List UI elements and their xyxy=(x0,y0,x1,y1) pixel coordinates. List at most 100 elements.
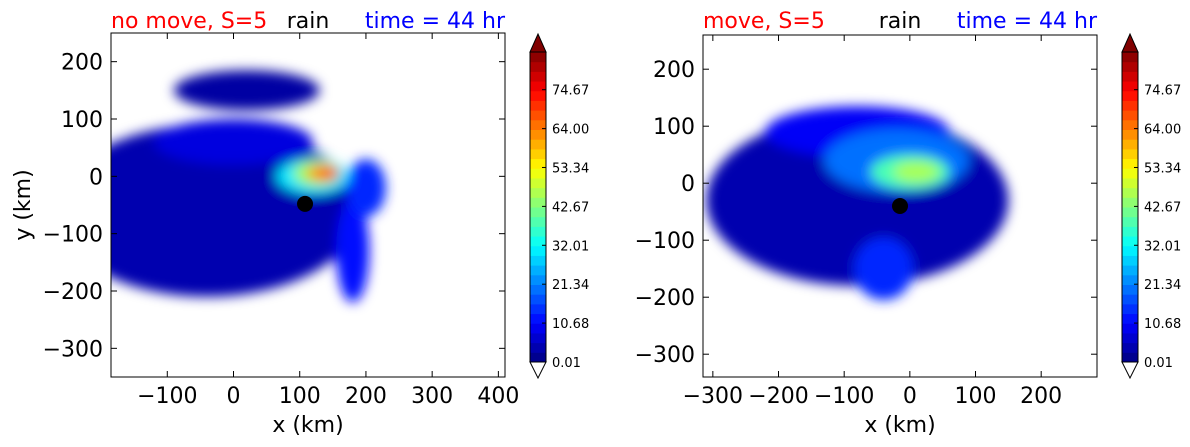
colorbar-segment xyxy=(1122,139,1138,150)
panel-2-xlabel: x (km) xyxy=(864,413,935,438)
colorbar-frame xyxy=(529,51,547,363)
colorbar-segment xyxy=(1122,323,1138,334)
y-tick-label: 200 xyxy=(61,51,103,76)
colorbar-tick-label: 74.67 xyxy=(552,84,589,99)
colorbar-segment xyxy=(530,294,546,305)
x-tick-label: 0 xyxy=(227,384,241,409)
x-tick-label: −100 xyxy=(137,384,197,409)
colorbar-segment xyxy=(1122,284,1138,295)
colorbar-segment xyxy=(530,100,546,111)
colorbar-segment xyxy=(1122,313,1138,324)
x-tick-label: 100 xyxy=(955,384,997,409)
colorbar-segment xyxy=(1122,294,1138,305)
x-tick-label: 400 xyxy=(477,384,519,409)
storm-center-marker xyxy=(297,195,314,212)
x-tick-label: 100 xyxy=(279,384,321,409)
axes-frame xyxy=(702,34,1098,378)
colorbar-segment xyxy=(530,61,546,72)
colorbar-tick-label: 42.67 xyxy=(1144,200,1181,215)
rain-field xyxy=(111,70,386,303)
colorbar-segment xyxy=(530,110,546,121)
x-tick-label: 300 xyxy=(411,384,453,409)
colorbar-tick-label: 10.68 xyxy=(1144,317,1181,332)
colorbar-segment xyxy=(530,303,546,315)
panel-1: no move, S=5 rain time = 44 hr −100 0 100 2… xyxy=(11,9,589,438)
colorbar-segment xyxy=(1122,110,1138,121)
colorbar-tick-label: 64.00 xyxy=(1144,123,1181,138)
colorbar-segment xyxy=(530,323,546,334)
colorbar-extend-min xyxy=(1121,361,1139,380)
colorbar-segment xyxy=(530,255,546,266)
panel-2-title-right: time = 44 hr xyxy=(957,9,1098,34)
panel-1-title-right: time = 44 hr xyxy=(365,9,506,34)
colorbar-segment xyxy=(1122,81,1138,92)
colorbar-segment xyxy=(1122,236,1138,247)
x-tick-label: −300 xyxy=(683,384,743,409)
colorbar-segment xyxy=(1122,129,1138,140)
colorbar-tick-label: 32.01 xyxy=(552,239,589,254)
colorbar-segment xyxy=(530,245,546,256)
colorbar-segment xyxy=(530,226,546,237)
colorbar-segment xyxy=(1122,52,1138,63)
axes-frame xyxy=(110,32,506,378)
panel-1-plot-area xyxy=(111,33,505,377)
colorbar-segment xyxy=(1122,216,1138,227)
colorbar-segment xyxy=(530,71,546,82)
colorbar-tick-label: 64.00 xyxy=(552,123,589,138)
y-tick-label: −200 xyxy=(635,286,695,311)
colorbar-tick-label: 53.34 xyxy=(1144,161,1181,176)
colorbar-tick-label: 53.34 xyxy=(552,161,589,176)
colorbar-segment xyxy=(530,168,546,179)
rain-blob xyxy=(346,159,386,217)
panel-2-title-center: rain xyxy=(879,9,922,34)
colorbar-tick-label: 74.67 xyxy=(1144,84,1181,99)
x-tick-label: 200 xyxy=(345,384,387,409)
y-tick-label: 100 xyxy=(61,108,103,133)
colorbar-segment xyxy=(1122,197,1138,208)
colorbar-segment xyxy=(1122,90,1138,101)
y-tick-label: −200 xyxy=(43,280,103,305)
y-tick-label: −100 xyxy=(635,229,695,254)
y-tick-label: 0 xyxy=(89,165,103,190)
colorbar-segment xyxy=(530,139,546,150)
colorbar-segment xyxy=(530,236,546,247)
colorbar-segment xyxy=(530,158,546,169)
colorbar-segment xyxy=(530,90,546,101)
panel-1-title-left: no move, S=5 xyxy=(111,9,267,34)
colorbar-segment xyxy=(1122,187,1138,198)
y-tick-label: 200 xyxy=(653,58,695,83)
colorbar-tick-label: 21.34 xyxy=(1144,278,1181,293)
colorbar-segment xyxy=(530,207,546,218)
rain-blob xyxy=(336,199,370,303)
colorbar-segment xyxy=(1122,148,1138,160)
colorbar-tick-label: 0.01 xyxy=(552,356,581,371)
colorbar-segment xyxy=(530,352,546,363)
colorbar-segment xyxy=(1122,255,1138,266)
x-tick-label: −200 xyxy=(748,384,808,409)
colorbar-tick-label: 32.01 xyxy=(1144,239,1181,254)
panel-1-axes: −100 0 100 200 300 400 200 100 0 −100 −200 −300 xyxy=(43,32,519,409)
colorbar-segment xyxy=(530,187,546,198)
colorbar-segment xyxy=(1122,177,1138,189)
colorbar-segment xyxy=(1122,265,1138,276)
colorbar-tick-label: 0.01 xyxy=(1144,356,1173,371)
colorbar-segment xyxy=(1122,71,1138,82)
colorbar-extend-max xyxy=(1121,32,1139,53)
colorbar-segment xyxy=(530,81,546,92)
colorbar-segment xyxy=(1122,226,1138,237)
rain-blob xyxy=(854,237,914,301)
colorbar-segment xyxy=(530,148,546,160)
colorbar-segment xyxy=(1122,100,1138,111)
colorbar-extend-min xyxy=(529,361,547,380)
panel-1-xlabel: x (km) xyxy=(272,413,343,438)
colorbar-segment xyxy=(1122,274,1138,285)
colorbar-segment xyxy=(1122,342,1138,353)
panel-1-title-center: rain xyxy=(287,9,330,34)
panel-2-plot-area xyxy=(703,35,1097,377)
rain-field xyxy=(706,106,1009,301)
colorbar-segment xyxy=(530,119,546,130)
y-tick-label: 100 xyxy=(653,115,695,140)
colorbar-segment xyxy=(530,177,546,189)
